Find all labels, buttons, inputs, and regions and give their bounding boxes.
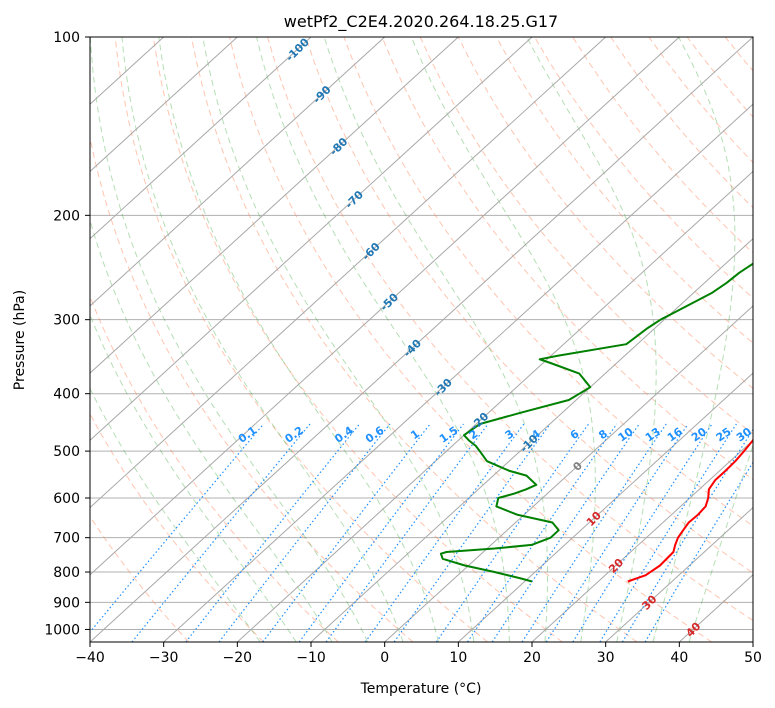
dry-adiabat [457, 37, 753, 389]
x-tick-label: 0 [380, 650, 389, 666]
isotherm-line--90 [90, 37, 386, 307]
moist-adiabat [90, 313, 297, 642]
isotherm-line-20 [531, 439, 753, 642]
dry-adiabat [90, 412, 264, 642]
moist-adiabat [652, 37, 736, 642]
y-tick-label: 800 [53, 565, 80, 581]
temperature-profile-line [627, 438, 753, 583]
mixing-ratio-line [644, 461, 753, 642]
mixing-ratio-line [393, 423, 551, 642]
dry-adiabat [419, 37, 753, 435]
isotherm-line--30 [163, 103, 753, 642]
profile-series [439, 262, 753, 583]
moist-adiabat [90, 218, 333, 642]
isotherms [90, 37, 753, 642]
y-tick-label: 900 [53, 595, 80, 611]
dewpoint-profile-line [439, 262, 753, 583]
mixing-ratio-line [218, 423, 391, 642]
dry-adiabat [229, 37, 712, 642]
isotherm-line--70 [90, 37, 533, 442]
dry-adiabat [267, 37, 753, 622]
dry-adiabat [152, 37, 563, 642]
y-tick-label: 200 [53, 208, 80, 224]
x-tick-label: 50 [744, 650, 762, 666]
moist-adiabat [90, 37, 369, 642]
isotherm-line--80 [90, 37, 459, 374]
y-axis-title: Pressure (hPa) [12, 290, 28, 390]
mixing-ratio-line [185, 423, 360, 642]
isotherm-line--100 [90, 37, 312, 240]
moist-adiabat [323, 37, 548, 642]
y-tick-label: 100 [53, 30, 80, 46]
dry-adiabat [343, 37, 753, 527]
isotherm-line--10 [310, 237, 753, 642]
mixing-ratio-line [572, 423, 713, 642]
mixing-ratio-line [298, 423, 464, 642]
dry-adiabat [495, 37, 753, 344]
isotherm-line--50 [90, 37, 680, 576]
moist-adiabat [90, 387, 261, 642]
x-axis: −40 −30 −20 −10 0 10 20 30 40 50 [75, 642, 762, 666]
isotherm-line-10 [457, 372, 753, 642]
moist-adiabat [688, 443, 753, 642]
dry-adiabat [190, 37, 638, 642]
x-tick-label: 30 [597, 650, 615, 666]
y-axis: 100 200 300 400 500 600 700 800 900 1000 [44, 30, 90, 638]
y-tick-label: 600 [53, 491, 80, 507]
isotherm-line--60 [90, 37, 607, 509]
dry-adiabat [534, 37, 753, 299]
mixing-ratio-line [262, 423, 431, 642]
mixing-ratio-line [491, 423, 640, 642]
dry-adiabat [90, 515, 190, 642]
mixing-ratio-line [131, 423, 311, 642]
mixing-ratio-line [364, 423, 525, 642]
x-tick-label: 40 [670, 650, 688, 666]
mixing-ratio-lines [90, 423, 753, 642]
y-tick-label: 1000 [44, 622, 80, 638]
y-tick-label: 300 [53, 313, 80, 329]
x-axis-title: Temperature (°C) [360, 681, 482, 697]
moist-adiabat [256, 37, 510, 642]
x-tick-label: −10 [296, 650, 326, 666]
mixing-ratio-line [435, 423, 590, 642]
plot-frame [89, 36, 754, 643]
dry-adiabat [90, 135, 414, 642]
dry-adiabat [114, 37, 488, 642]
pressure-gridlines [90, 37, 753, 630]
isotherm-line--40 [90, 37, 753, 642]
dry-adiabat [305, 37, 753, 574]
mixing-ratio-line [621, 428, 753, 642]
isotherm-line--20 [236, 170, 753, 642]
moist-adiabat [411, 37, 596, 642]
x-tick-label: 10 [449, 650, 467, 666]
moist-adiabat [121, 37, 404, 642]
moist-adiabat [202, 37, 475, 642]
x-tick-label: 20 [523, 650, 541, 666]
mixing-ratio-label: 30 [734, 425, 754, 445]
chart-title: wetPf2_C2E4.2020.264.18.25.G17 [284, 12, 558, 32]
y-tick-label: 700 [53, 531, 80, 547]
moist-adiabats [90, 37, 753, 642]
y-tick-label: 500 [53, 444, 80, 460]
mixing-ratio-line [599, 423, 737, 642]
x-tick-label: −30 [149, 650, 179, 666]
isotherm-line-0 [384, 305, 753, 642]
mixing-ratio-line [90, 423, 265, 633]
isotherm-line--110 [90, 37, 238, 173]
isotherm-line-30 [605, 506, 753, 642]
mixing-ratio-line [466, 423, 618, 642]
moist-adiabat [158, 37, 439, 642]
dry-adiabat [381, 37, 753, 481]
y-tick-label: 400 [53, 387, 80, 403]
x-tick-label: −40 [75, 650, 105, 666]
x-tick-label: −20 [223, 650, 253, 666]
